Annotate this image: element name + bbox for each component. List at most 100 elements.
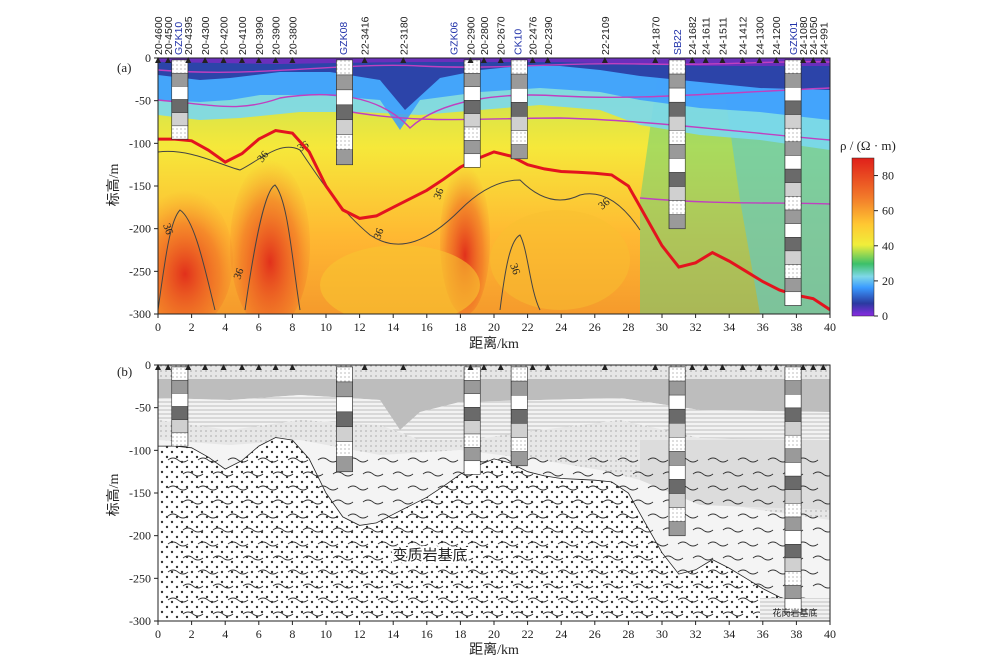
bedrock-wave-mark	[482, 583, 504, 589]
bedrock-wave-mark	[587, 597, 609, 603]
bedrock-wave-mark	[497, 541, 519, 547]
bedrock-wave-mark	[302, 499, 324, 505]
x-tick-label: 28	[622, 627, 634, 641]
high-resistivity-zone	[158, 190, 233, 314]
station-label: 20-3800	[287, 16, 299, 55]
bedrock-wave-mark	[497, 513, 519, 519]
borehole-layer	[784, 503, 802, 518]
borehole-layer	[171, 125, 189, 140]
bedrock-wave-mark	[587, 457, 609, 463]
bedrock-wave-mark	[257, 457, 279, 463]
borehole-layer	[463, 126, 481, 141]
bedrock-wave-mark	[572, 527, 594, 533]
borehole-layer	[171, 72, 189, 87]
bedrock-wave-mark	[722, 499, 744, 505]
bedrock-wave-mark	[572, 499, 594, 505]
contour-line	[499, 234, 541, 311]
bedrock-wave-mark	[167, 513, 189, 519]
bedrock-wave-mark	[527, 513, 549, 519]
sediment-layer	[158, 379, 830, 430]
borehole-layer	[171, 379, 189, 394]
bedrock-wave-mark	[542, 471, 564, 477]
panel-b: 变质岩基底 花岗岩基底 0 2 4 6 8 10 12 14 16 18 20 22 24 26 28 30 3…	[105, 358, 836, 658]
bedrock-wave-mark	[617, 457, 639, 463]
colorbar-tick-label: 20	[882, 274, 894, 288]
station-marker	[497, 364, 504, 370]
bedrock-wave-mark	[482, 527, 504, 533]
bedrock-wave-mark	[422, 555, 444, 561]
borehole-gzk01	[784, 59, 802, 306]
borehole-layer	[463, 113, 481, 128]
x-axis-label: 距离/km	[469, 335, 519, 352]
station-label: 24-1300	[754, 16, 766, 55]
bedrock-wave-mark	[692, 583, 714, 589]
bedrock-wave-mark	[272, 583, 294, 589]
bedrock-wave-mark	[647, 569, 669, 575]
borehole-layer	[784, 127, 802, 143]
borehole-layer	[784, 277, 802, 293]
resistivity-section: 36 36 36 36 36 36 36 36	[158, 58, 830, 314]
bedrock-wave-mark	[722, 471, 744, 477]
bedrock-wave-mark	[227, 485, 249, 491]
borehole-layer	[668, 116, 686, 131]
borehole-gzk08	[336, 366, 353, 473]
bedrock-wave-mark	[362, 555, 384, 561]
station-label: 22-2109	[600, 16, 612, 55]
bedrock-wave-mark	[692, 555, 714, 561]
station-marker	[185, 57, 192, 63]
borehole-layer	[668, 101, 686, 117]
bedrock-wave-mark	[182, 471, 204, 477]
x-tick-label: 40	[824, 320, 836, 334]
bedrock-wave-mark	[617, 541, 639, 547]
bedrock-wave-mark	[197, 597, 219, 603]
bedrock-wave-mark	[227, 541, 249, 547]
borehole-layer	[784, 598, 802, 613]
bedrock-wave-mark	[617, 569, 639, 575]
bedrock-wave-mark	[287, 597, 309, 603]
bedrock-wave-mark	[272, 555, 294, 561]
station-label: 24-1050	[808, 16, 820, 55]
bedrock-wave-mark	[302, 611, 324, 617]
panel-b-label: (b)	[117, 364, 132, 379]
bedrock-wave-mark	[632, 527, 654, 533]
bedrock-wave-mark	[392, 583, 414, 589]
bedrock-wave-mark	[347, 541, 369, 547]
station-marker	[400, 364, 407, 370]
station-marker	[810, 364, 817, 370]
bedrock-wave-mark	[692, 527, 714, 533]
bedrock-wave-mark	[677, 541, 699, 547]
station-marker	[601, 57, 608, 63]
bedrock-wave-mark	[647, 457, 669, 463]
borehole-layer	[668, 59, 686, 75]
bedrock-wave-mark	[392, 527, 414, 533]
bedrock-wave-mark	[242, 499, 264, 505]
bedrock-wave-mark	[422, 499, 444, 505]
station-marker	[652, 364, 659, 370]
bedrock-wave-mark	[662, 583, 684, 589]
bedrock-wave-mark	[557, 541, 579, 547]
bedrock-wave-mark	[212, 611, 234, 617]
contour-value-label: 36	[372, 226, 387, 241]
y-tick-label: -250	[129, 264, 151, 278]
bedrock-wave-mark	[182, 527, 204, 533]
colorbar-label: ρ / (Ω · m)	[840, 138, 896, 153]
station-label: 20-2476	[528, 16, 540, 55]
station-marker	[165, 57, 172, 63]
x-tick-label: 34	[723, 320, 735, 334]
colorbar-tick-label: 0	[882, 309, 888, 323]
bedrock-wave-mark	[812, 471, 830, 477]
bedrock-wave-mark	[392, 611, 414, 617]
bedrock-wave-mark	[557, 457, 579, 463]
bedrock-wave-mark	[257, 541, 279, 547]
bedrock-wave-mark	[317, 569, 339, 575]
bedrock-wave-mark	[167, 597, 189, 603]
x-tick-label: 34	[723, 627, 735, 641]
x-tick-label: 10	[320, 627, 332, 641]
bedrock-wave-mark	[632, 499, 654, 505]
borehole-layer	[668, 437, 686, 452]
borehole-layer	[171, 406, 189, 420]
bedrock-wave-mark	[392, 499, 414, 505]
granite-label: 花岗岩基底	[772, 607, 817, 618]
borehole-layer	[463, 100, 481, 114]
bedrock-wave-mark	[482, 499, 504, 505]
